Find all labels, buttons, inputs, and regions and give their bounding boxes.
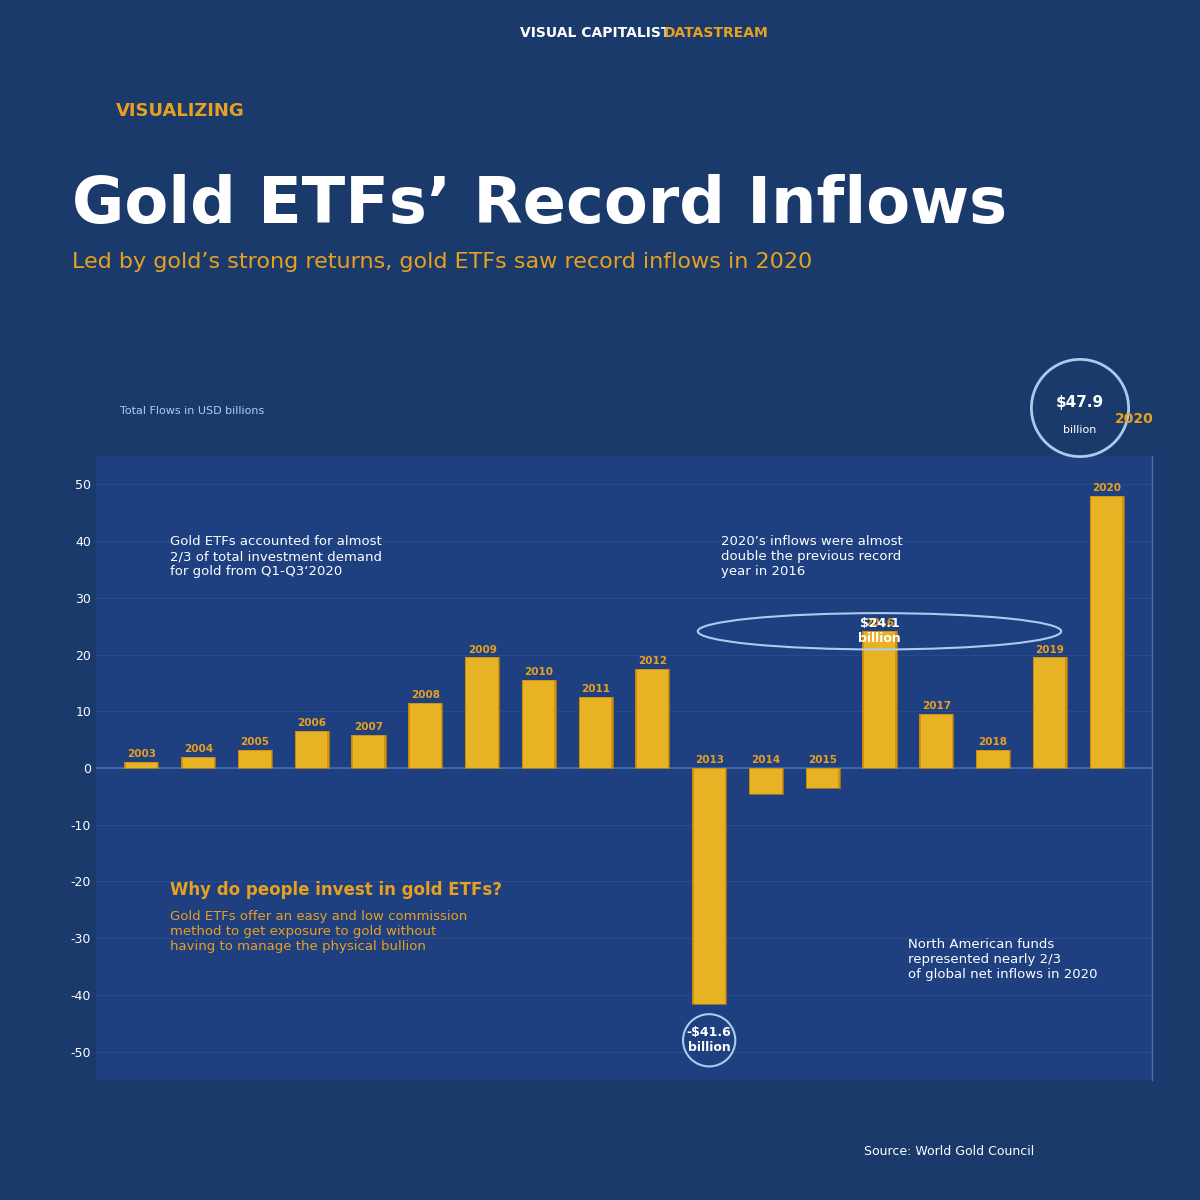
- Text: billion: billion: [1063, 425, 1097, 434]
- Bar: [694, 768, 725, 1004]
- Bar: [126, 762, 157, 768]
- Text: 2008: 2008: [410, 690, 439, 700]
- Text: 2015: 2015: [809, 755, 838, 766]
- Text: Total Flows in USD billions: Total Flows in USD billions: [120, 406, 264, 415]
- Text: 2004: 2004: [184, 744, 212, 754]
- Bar: [295, 731, 329, 768]
- Text: 2007: 2007: [354, 722, 383, 732]
- Bar: [1034, 658, 1066, 768]
- Bar: [295, 731, 329, 768]
- Bar: [863, 631, 896, 768]
- Text: 2017: 2017: [922, 701, 950, 712]
- Text: VISUALIZING: VISUALIZING: [115, 102, 245, 120]
- Bar: [182, 757, 214, 768]
- Text: 2010: 2010: [524, 667, 553, 677]
- Bar: [125, 762, 158, 768]
- Bar: [864, 631, 895, 768]
- Bar: [805, 768, 840, 788]
- Bar: [352, 736, 385, 768]
- Bar: [578, 697, 613, 768]
- Bar: [976, 750, 1010, 768]
- Bar: [1090, 497, 1123, 768]
- Text: Gold ETFs’ Record Inflows: Gold ETFs’ Record Inflows: [72, 174, 1007, 236]
- Bar: [522, 680, 556, 768]
- Text: 2005: 2005: [240, 737, 270, 748]
- Text: 2006: 2006: [298, 719, 326, 728]
- Bar: [353, 736, 384, 768]
- Bar: [408, 703, 443, 768]
- Text: 2012: 2012: [638, 656, 667, 666]
- Bar: [238, 750, 272, 768]
- Bar: [522, 680, 556, 768]
- Bar: [863, 631, 896, 768]
- Bar: [692, 768, 726, 1004]
- Text: Why do people invest in gold ETFs?: Why do people invest in gold ETFs?: [170, 882, 502, 900]
- Bar: [749, 768, 782, 793]
- Bar: [808, 768, 839, 788]
- Text: 2009: 2009: [468, 644, 497, 654]
- Text: Gold ETFs offer an easy and low commission
method to get exposure to gold withou: Gold ETFs offer an easy and low commissi…: [170, 910, 467, 953]
- Bar: [125, 762, 158, 768]
- Text: North American funds
represented nearly 2/3
of global net inflows in 2020: North American funds represented nearly …: [908, 938, 1097, 982]
- Bar: [296, 731, 328, 768]
- Bar: [919, 714, 953, 768]
- Bar: [976, 750, 1010, 768]
- Bar: [578, 697, 613, 768]
- Text: $24.1
billion: $24.1 billion: [858, 617, 901, 646]
- Bar: [635, 668, 670, 768]
- Text: 2020: 2020: [1092, 484, 1121, 493]
- Bar: [978, 750, 1009, 768]
- Text: 2013: 2013: [695, 755, 724, 766]
- Text: 2019: 2019: [1036, 644, 1064, 654]
- Text: 2014: 2014: [751, 755, 780, 766]
- Bar: [238, 750, 272, 768]
- Text: Source: World Gold Council: Source: World Gold Council: [864, 1145, 1034, 1158]
- Bar: [1091, 497, 1122, 768]
- Bar: [466, 658, 499, 768]
- Bar: [749, 768, 782, 793]
- Bar: [920, 714, 952, 768]
- Text: DATASTREAM: DATASTREAM: [664, 26, 768, 40]
- Bar: [523, 680, 554, 768]
- Bar: [637, 668, 668, 768]
- Bar: [1090, 497, 1123, 768]
- Bar: [467, 658, 498, 768]
- Text: 2016: 2016: [865, 618, 894, 629]
- Bar: [181, 757, 215, 768]
- Bar: [408, 703, 443, 768]
- Text: Gold ETFs accounted for almost
2/3 of total investment demand
for gold from Q1-Q: Gold ETFs accounted for almost 2/3 of to…: [170, 535, 382, 578]
- Bar: [635, 668, 670, 768]
- Text: VISUAL CAPITALIST: VISUAL CAPITALIST: [520, 26, 680, 40]
- Bar: [409, 703, 440, 768]
- Text: $47.9: $47.9: [1056, 395, 1104, 410]
- Text: 2003: 2003: [127, 750, 156, 760]
- Bar: [352, 736, 385, 768]
- Bar: [181, 757, 215, 768]
- Bar: [239, 750, 270, 768]
- Bar: [1033, 658, 1067, 768]
- Bar: [466, 658, 499, 768]
- Bar: [692, 768, 726, 1004]
- Bar: [919, 714, 953, 768]
- Bar: [580, 697, 611, 768]
- Text: 2020: 2020: [1115, 412, 1153, 426]
- Text: 2011: 2011: [581, 684, 610, 695]
- Text: -$41.6
billion: -$41.6 billion: [686, 1026, 732, 1055]
- Bar: [805, 768, 840, 788]
- Bar: [750, 768, 781, 793]
- Text: 2020’s inflows were almost
double the previous record
year in 2016: 2020’s inflows were almost double the pr…: [720, 535, 902, 578]
- Text: Led by gold’s strong returns, gold ETFs saw record inflows in 2020: Led by gold’s strong returns, gold ETFs …: [72, 252, 812, 272]
- Bar: [1033, 658, 1067, 768]
- Text: 2018: 2018: [978, 737, 1008, 748]
